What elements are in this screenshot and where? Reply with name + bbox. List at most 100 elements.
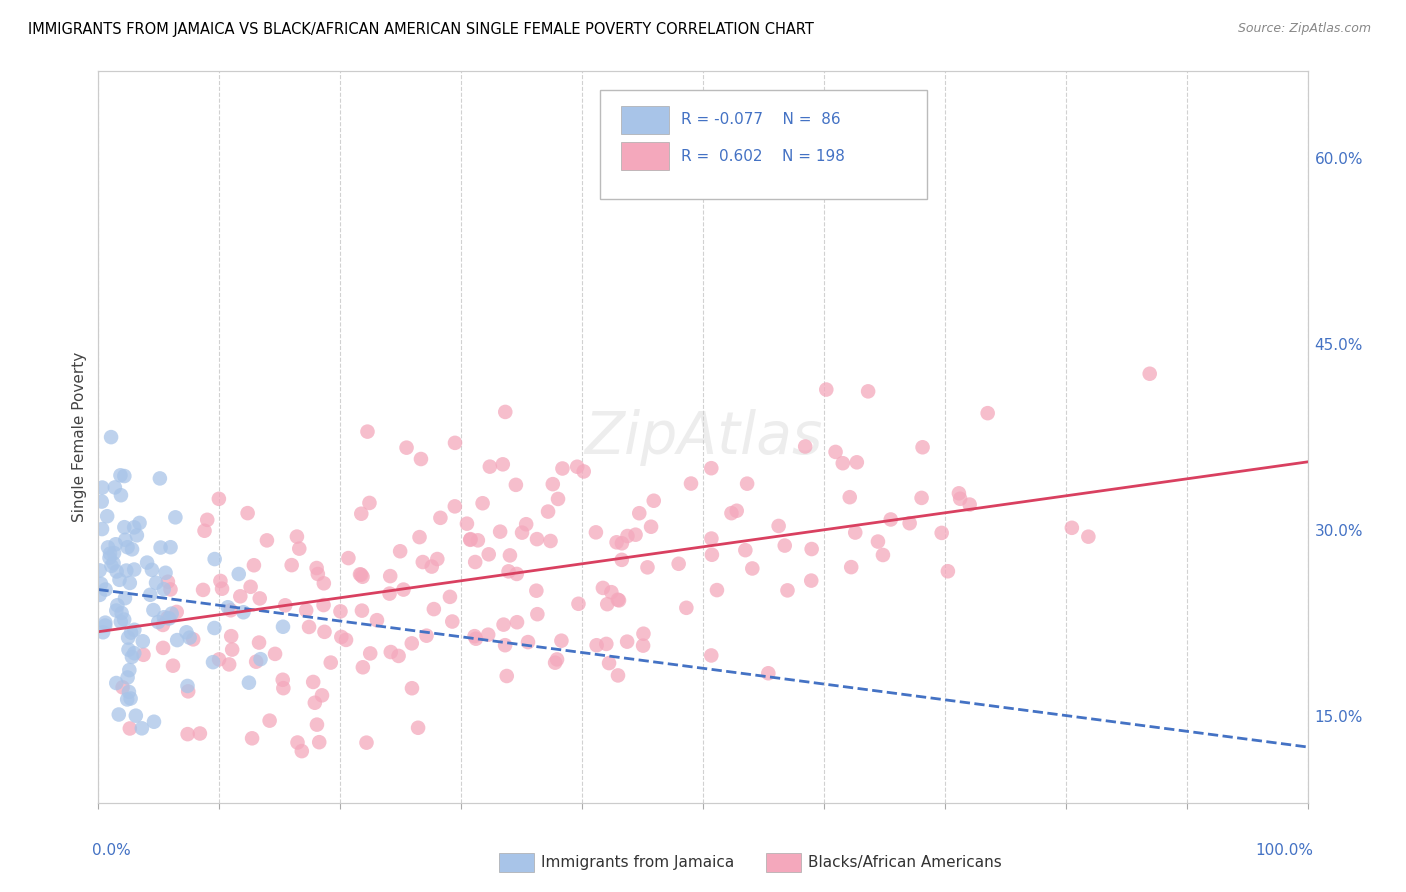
Point	[219, 603, 242, 617]
Point	[176, 727, 198, 741]
Point	[515, 517, 537, 532]
Point	[429, 511, 451, 525]
Point	[595, 637, 617, 651]
Point	[103, 546, 125, 560]
Point	[149, 471, 172, 485]
Point	[866, 534, 889, 549]
Point	[94, 618, 117, 632]
Point	[304, 696, 326, 710]
Point	[125, 528, 148, 542]
Point	[423, 602, 446, 616]
Point	[624, 527, 647, 541]
Point	[165, 510, 187, 524]
Point	[188, 726, 211, 740]
Point	[330, 630, 353, 644]
Point	[121, 542, 143, 557]
Point	[839, 560, 862, 574]
Point	[734, 543, 756, 558]
Point	[489, 524, 512, 539]
Point	[110, 468, 132, 483]
Point	[302, 675, 325, 690]
Point	[415, 629, 437, 643]
Point	[118, 722, 141, 736]
Point	[274, 599, 297, 613]
Point	[259, 714, 281, 728]
Point	[606, 535, 628, 549]
Point	[776, 583, 799, 598]
Point	[117, 670, 139, 684]
Point	[768, 519, 790, 533]
Point	[128, 516, 150, 530]
Point	[105, 603, 128, 617]
Point	[380, 569, 402, 583]
Point	[308, 735, 330, 749]
Point	[89, 588, 111, 602]
Point	[181, 632, 204, 647]
Point	[541, 477, 564, 491]
Point	[89, 563, 111, 577]
Point	[177, 684, 200, 698]
FancyBboxPatch shape	[621, 106, 669, 134]
Point	[495, 669, 517, 683]
Point	[505, 478, 527, 492]
Point	[335, 632, 357, 647]
Point	[271, 673, 294, 687]
Point	[976, 406, 998, 420]
Point	[845, 455, 868, 469]
Point	[110, 488, 132, 502]
Point	[494, 638, 516, 652]
Point	[117, 631, 139, 645]
Point	[631, 639, 654, 653]
Point	[844, 525, 866, 540]
Point	[191, 582, 214, 597]
Point	[596, 597, 619, 611]
Point	[157, 611, 180, 625]
Point	[91, 522, 114, 536]
Point	[352, 570, 374, 584]
Point	[524, 583, 547, 598]
Point	[114, 533, 136, 547]
Point	[395, 441, 418, 455]
Point	[456, 516, 478, 531]
Point	[610, 553, 633, 567]
Point	[156, 574, 179, 589]
Point	[499, 549, 522, 563]
Point	[156, 611, 179, 625]
Text: IMMIGRANTS FROM JAMAICA VS BLACK/AFRICAN AMERICAN SINGLE FEMALE POVERTY CORRELAT: IMMIGRANTS FROM JAMAICA VS BLACK/AFRICAN…	[28, 22, 814, 37]
Point	[229, 589, 252, 603]
Point	[108, 573, 131, 587]
Point	[741, 561, 763, 575]
Point	[195, 513, 218, 527]
Point	[492, 458, 515, 472]
Point	[598, 656, 620, 670]
Point	[100, 558, 122, 573]
Point	[139, 588, 162, 602]
Text: 0.0%: 0.0%	[93, 843, 131, 858]
Point	[166, 605, 188, 619]
Point	[307, 566, 329, 581]
Point	[287, 735, 309, 749]
Point	[1060, 521, 1083, 535]
Point	[228, 567, 250, 582]
Point	[616, 634, 638, 648]
Point	[720, 506, 742, 520]
Y-axis label: Single Female Poverty: Single Female Poverty	[72, 352, 87, 522]
Point	[98, 550, 121, 565]
Point	[349, 567, 371, 582]
Point	[122, 646, 145, 660]
Point	[471, 496, 494, 510]
Point	[118, 685, 141, 699]
Point	[773, 539, 796, 553]
Point	[120, 691, 142, 706]
Point	[193, 524, 215, 538]
Point	[103, 556, 125, 570]
Point	[91, 481, 114, 495]
Point	[329, 604, 352, 618]
Point	[725, 504, 748, 518]
Point	[898, 516, 921, 531]
Point	[380, 645, 402, 659]
Point	[756, 666, 779, 681]
Point	[143, 714, 166, 729]
Point	[124, 623, 146, 637]
Point	[959, 498, 981, 512]
